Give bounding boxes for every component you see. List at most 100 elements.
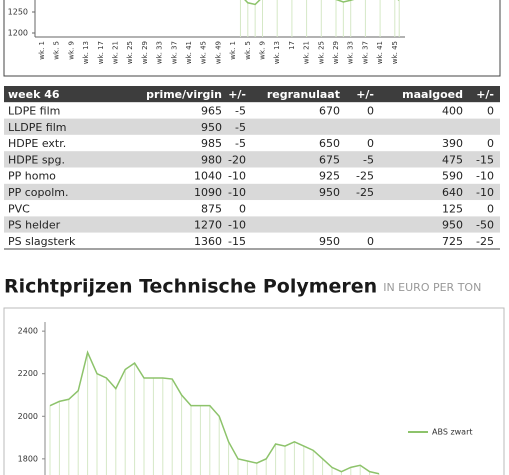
table-cell: -10 (476, 186, 494, 199)
table-header-cell: +/- (476, 88, 494, 101)
table-cell: 1360 (194, 235, 222, 248)
table-header-cell: regranulaat (267, 88, 340, 101)
table-cell: -15 (228, 235, 246, 248)
table-cell: 725 (442, 235, 463, 248)
y-tick-label: 2400 (18, 327, 38, 336)
x-tick-label: wk. 13 (82, 41, 90, 64)
x-tick-label: wk. 25 (126, 41, 134, 64)
table-cell: PVC (8, 202, 30, 215)
y-tick-label: 2000 (18, 412, 38, 421)
table-cell: 965 (201, 104, 222, 117)
x-tick-label: wk. 21 (112, 41, 120, 64)
table-cell: -5 (235, 121, 246, 134)
table-cell: 675 (319, 153, 340, 166)
table-cell: -5 (363, 153, 374, 166)
table-row-bg (4, 200, 500, 217)
table-cell: -5 (235, 104, 246, 117)
table-cell: PS slagsterk (8, 235, 76, 248)
table-cell: 390 (442, 137, 463, 150)
table-cell: HDPE spg. (8, 153, 65, 166)
table-header-cell: +/- (356, 88, 374, 101)
table-cell: 640 (442, 186, 463, 199)
x-tick-label: wk. 45 (200, 41, 208, 64)
top-chart-frame (3, 0, 501, 77)
line (244, 0, 400, 6)
table-header-bg (4, 86, 500, 103)
table-cell: -25 (356, 170, 374, 183)
table-cell: PP homo (8, 170, 56, 183)
x-tick-label: wk. 9 (259, 41, 267, 60)
table-cell: LLDPE film (8, 121, 67, 134)
table-cell: 590 (442, 170, 463, 183)
table-header-cell: maalgoed (402, 88, 463, 101)
table-cell: 925 (319, 170, 340, 183)
table-cell: -50 (476, 219, 494, 232)
x-tick-label: wk. 9 (67, 41, 75, 60)
x-tick-label: wk. 41 (185, 41, 193, 64)
x-tick-label: wk. 33 (347, 41, 355, 64)
table-cell: 1040 (194, 170, 222, 183)
table-cell: -25 (356, 186, 374, 199)
table-row-bg (4, 216, 500, 233)
table-row-bg (4, 102, 500, 119)
table-row-bg (4, 118, 500, 135)
table-cell: 1270 (194, 219, 222, 232)
table-row-bg (4, 151, 500, 168)
x-tick-label: wk. 37 (170, 41, 178, 64)
y-tick-label: 2200 (18, 369, 38, 378)
table-cell: 875 (201, 202, 222, 215)
table-row-bg (4, 134, 500, 152)
x-tick-label: wk. 5 (244, 41, 252, 60)
bottom-chart-frame (3, 307, 505, 475)
x-tick-label: wk. 25 (317, 41, 325, 64)
heading-title: Richtprijzen Technische Polymeren (4, 276, 377, 298)
table-cell: 1090 (194, 186, 222, 199)
legend-label: ABS zwart (432, 428, 473, 437)
x-tick-label: wk. 49 (214, 41, 222, 64)
table-cell: PS helder (8, 219, 61, 232)
table-cell: 0 (367, 137, 374, 150)
table-header-cell: +/- (228, 88, 246, 101)
table-cell: -10 (228, 170, 246, 183)
table-cell: -20 (228, 153, 246, 166)
table-header-cell: week 46 (8, 88, 60, 101)
table-cell: 650 (319, 137, 340, 150)
x-tick-label: wk. 37 (361, 41, 369, 64)
heading-subtitle: IN EURO PER TON (383, 281, 481, 294)
x-tick-label: wk. 1 (38, 41, 46, 60)
table-cell: 0 (487, 202, 494, 215)
x-tick-label: 17 (288, 41, 296, 50)
table-cell: 125 (442, 202, 463, 215)
table-cell: 0 (239, 202, 246, 215)
table-cell: 0 (367, 104, 374, 117)
table-row-bg (4, 232, 500, 249)
x-tick-label: wk. 45 (391, 41, 399, 64)
table-cell: 475 (442, 153, 463, 166)
table-cell: 950 (442, 219, 463, 232)
x-tick-label: wk. 17 (97, 41, 105, 64)
table-cell: 0 (487, 137, 494, 150)
heading: Richtprijzen Technische Polymeren IN EUR… (4, 276, 481, 298)
table-cell: PP copolm. (8, 186, 69, 199)
table-cell: 0 (487, 104, 494, 117)
line (49, 350, 380, 475)
table-cell: -10 (228, 186, 246, 199)
table-cell: -10 (476, 170, 494, 183)
x-tick-label: wk. 13 (273, 41, 281, 64)
table-cell: HDPE extr. (8, 137, 66, 150)
x-tick-label: wk. 29 (141, 41, 149, 64)
table-cell: LDPE film (8, 104, 60, 117)
x-tick-label: wk. 41 (376, 41, 384, 64)
x-tick-label: wk. 29 (332, 41, 340, 64)
table-cell: 950 (201, 121, 222, 134)
table-cell: 950 (319, 235, 340, 248)
table-cell: 400 (442, 104, 463, 117)
table-cell: -15 (476, 153, 494, 166)
table-header-cell: prime/virgin (146, 88, 222, 101)
table-cell: 985 (201, 137, 222, 150)
table-row-bg (4, 183, 500, 201)
table-cell: -25 (476, 235, 494, 248)
table-cell: 670 (319, 104, 340, 117)
